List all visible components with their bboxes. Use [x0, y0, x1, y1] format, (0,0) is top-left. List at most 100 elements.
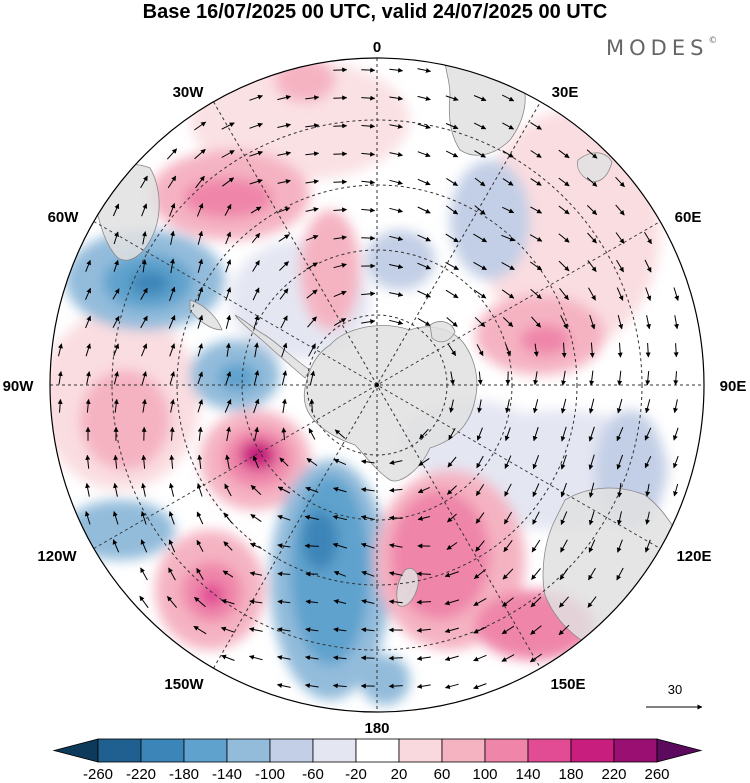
wind-vector [279, 457, 289, 467]
wind-vector [277, 179, 291, 185]
wind-vector [170, 399, 175, 413]
wind-vector [447, 344, 457, 357]
wind-vector [419, 428, 429, 440]
wind-vector [308, 343, 316, 357]
wind-vector [276, 683, 291, 688]
wind-vector [248, 654, 263, 661]
wind-vector [416, 599, 432, 605]
wind-vector [449, 371, 455, 385]
colorbar-swatch [398, 738, 443, 763]
wind-vector [615, 176, 625, 188]
wind-vector [533, 343, 539, 357]
wind-vector [388, 599, 403, 605]
wind-vector [617, 314, 624, 330]
wind-vector [333, 317, 347, 327]
wind-vector [532, 483, 540, 498]
wind-vector [140, 567, 148, 581]
wind-vector [560, 426, 567, 442]
lon-label-150e: 150E [550, 676, 585, 693]
wind-vector [334, 429, 346, 439]
wind-vector [305, 123, 320, 129]
lon-label-30w: 30W [173, 84, 205, 101]
wind-vector [281, 427, 287, 441]
wind-vector [558, 260, 570, 272]
wind-vector [504, 455, 512, 469]
wind-vector [389, 459, 403, 465]
wind-vector [644, 399, 651, 414]
wind-vector [170, 230, 175, 245]
wind-vector [221, 654, 235, 661]
wind-vector [615, 204, 625, 216]
colorbar-swatch [183, 738, 228, 763]
wind-vector [417, 317, 431, 327]
wind-vector [305, 627, 319, 633]
wind-vector [473, 683, 487, 690]
wind-vector [558, 233, 570, 243]
wind-vector [361, 207, 376, 213]
wind-vector [141, 398, 147, 413]
wind-vector [417, 68, 431, 73]
wind-vector [305, 655, 319, 661]
wind-vector [304, 543, 319, 549]
wind-vector [225, 287, 232, 301]
wind-vector [194, 148, 206, 160]
wind-vector [475, 512, 485, 524]
wind-vector [197, 343, 203, 357]
wind-vector [222, 570, 234, 578]
wind-vector [221, 598, 235, 605]
wind-vector [306, 289, 318, 299]
wind-vector [250, 206, 262, 214]
wind-vector [444, 599, 460, 606]
wind-vector [84, 511, 91, 525]
wind-vector [85, 371, 91, 385]
lon-label-60w: 60W [48, 209, 80, 226]
wind-vector [221, 122, 235, 130]
lon-label-150w: 150W [164, 676, 204, 693]
wind-vector [223, 512, 233, 524]
wind-vector [560, 315, 568, 330]
wind-vector [673, 343, 679, 358]
logo-text: MODES [606, 36, 709, 60]
wind-vector [309, 398, 315, 413]
wind-vector [250, 485, 262, 495]
colorbar-tick-label: -260 [83, 766, 113, 783]
wind-vector [617, 342, 623, 358]
wind-vector [530, 122, 542, 130]
wind-vector [225, 259, 232, 273]
wind-vector [197, 399, 204, 413]
wind-vector [304, 683, 319, 689]
wind-vector [560, 511, 568, 526]
wind-vector [277, 95, 292, 101]
wind-vector [532, 455, 540, 470]
wind-vector [249, 599, 263, 605]
colorbar-tick-label: 140 [515, 766, 540, 783]
wind-vector [195, 175, 205, 189]
wind-vector [476, 455, 484, 469]
wind-vector [224, 483, 232, 497]
wind-vector [141, 343, 148, 357]
wind-vector [447, 485, 457, 495]
wind-vector [140, 511, 147, 525]
wind-vector [281, 342, 288, 358]
wind-vector [475, 540, 485, 552]
wind-vector [533, 371, 539, 386]
wind-vector [529, 653, 542, 663]
wind-vector [616, 287, 624, 301]
wind-vector [529, 234, 543, 242]
map-title: Base 16/07/2025 00 UTC, valid 24/07/2025… [142, 1, 608, 23]
wind-vector [588, 426, 595, 442]
wind-vector [113, 371, 119, 385]
wind-vector [168, 315, 176, 329]
wind-vector [388, 683, 403, 689]
wind-vector [586, 205, 598, 215]
wind-vector [361, 179, 376, 185]
wind-vector [308, 428, 316, 440]
wind-vector [141, 482, 146, 497]
wind-vector [673, 483, 679, 497]
wind-vector [446, 542, 458, 550]
wind-vector [530, 288, 542, 300]
wind-vector [475, 484, 485, 497]
wind-vector [333, 67, 348, 73]
wind-vector [196, 539, 204, 552]
